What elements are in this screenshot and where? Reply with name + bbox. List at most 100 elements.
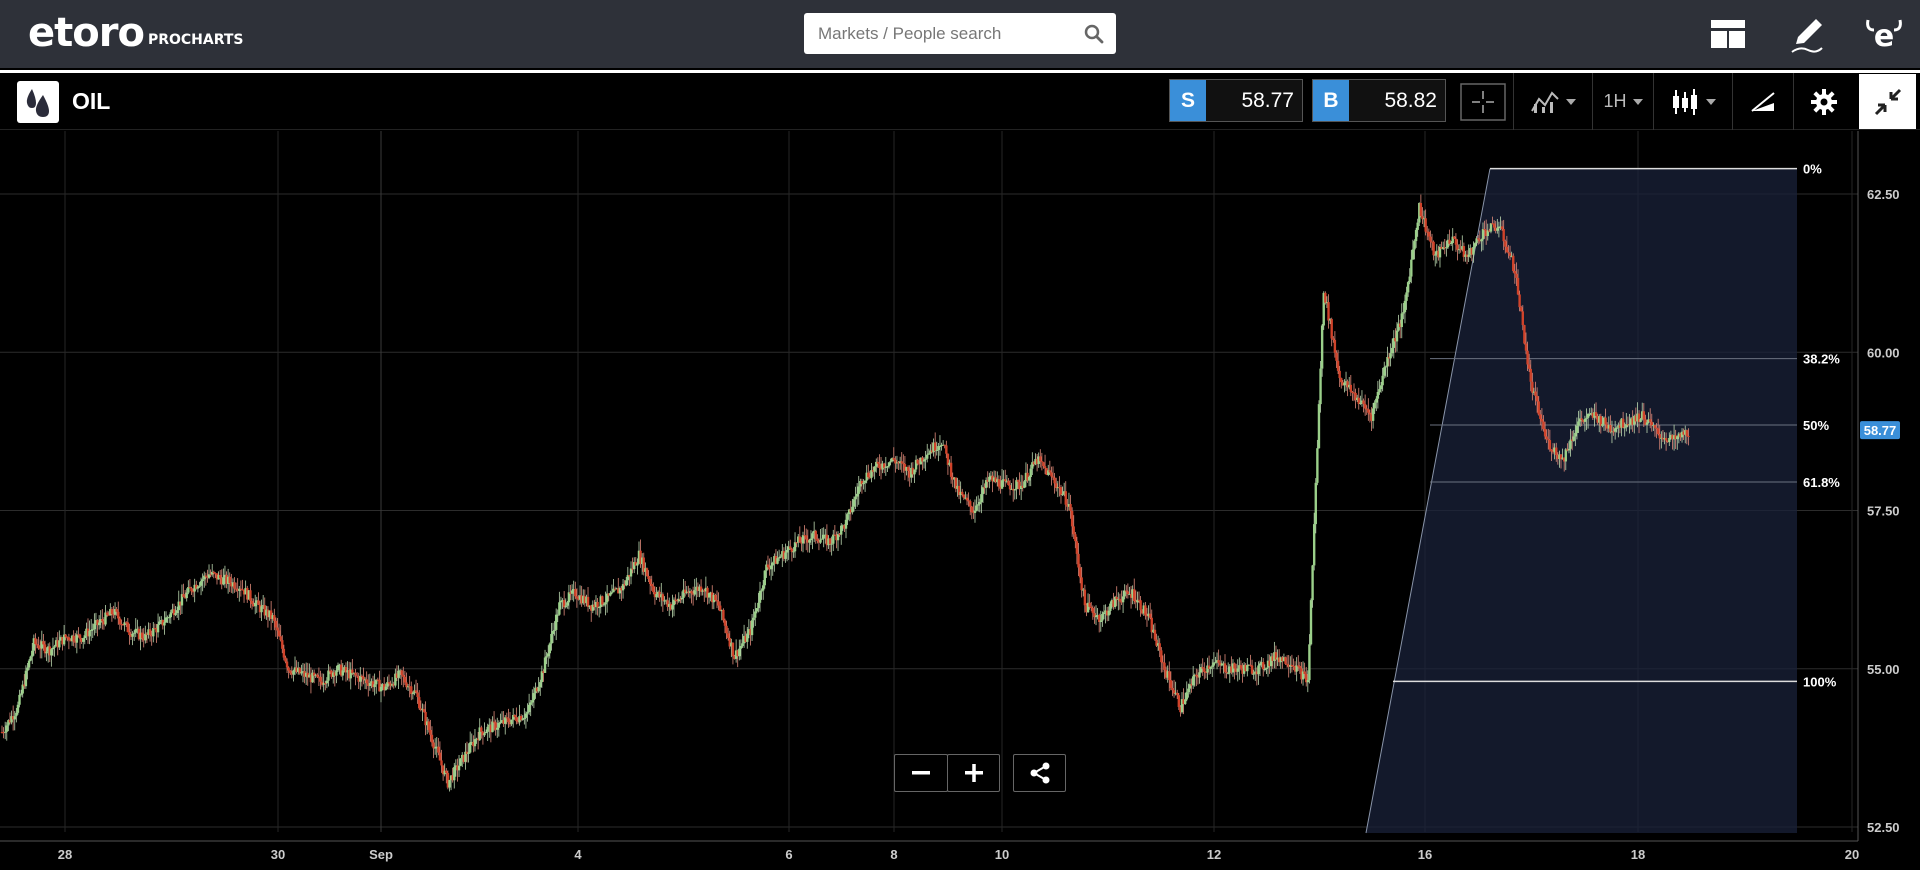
search-input[interactable] [818, 13, 1078, 54]
candle-body [631, 568, 634, 570]
layout-icon[interactable] [1706, 12, 1750, 56]
candle-body [652, 586, 655, 593]
candle-body [1574, 433, 1577, 437]
candle-body [840, 525, 843, 535]
candle-body [105, 612, 109, 615]
candle-body [1136, 599, 1139, 603]
candle-body [527, 704, 531, 713]
fib-level-label: 61.8% [1803, 475, 1840, 490]
candle-body [687, 591, 690, 593]
candle-body [422, 709, 426, 712]
candle-body [355, 675, 359, 677]
candle-body [1161, 662, 1165, 664]
candle-body [754, 611, 757, 618]
candle-body [34, 638, 37, 645]
share-button[interactable] [1013, 754, 1066, 792]
collapse-fullscreen-button[interactable] [1859, 74, 1916, 129]
candle-body [564, 605, 567, 608]
candle-body [83, 635, 87, 639]
candle-body [1510, 255, 1513, 257]
candle-body [1303, 671, 1306, 674]
candle-body [1639, 418, 1642, 422]
candle-body [752, 617, 755, 621]
candle-body [991, 475, 994, 482]
candle-body [352, 672, 356, 674]
gear-icon [1811, 88, 1837, 115]
candle-body [935, 449, 938, 451]
candle-body [1569, 439, 1572, 449]
zoom-in-button[interactable] [947, 754, 1000, 792]
candle-body [443, 770, 446, 775]
search-box[interactable] [804, 13, 1116, 54]
candle-body [1223, 663, 1227, 672]
candle-body [160, 620, 163, 622]
candle-body [763, 570, 766, 586]
price-chart[interactable]: 0% 38.2% 50% 61.8% 100% 62.50 60.00 57.50 55.00… [0, 131, 1920, 870]
candle-body [1212, 662, 1216, 666]
chart-type-dropdown[interactable] [1653, 73, 1732, 130]
candle-body [505, 717, 509, 719]
candle-body [1496, 228, 1499, 231]
candle-body [489, 724, 493, 733]
drawing-tools-button[interactable] [1732, 73, 1793, 130]
candle-body [225, 574, 228, 584]
candle-body [830, 543, 833, 545]
candle-body [803, 535, 806, 537]
crosshair-button[interactable] [1457, 73, 1509, 130]
candle-body [758, 590, 762, 603]
candle-body [438, 752, 442, 761]
candle-body [1389, 353, 1392, 359]
fibonacci-retracement[interactable]: 0% 38.2% 50% 61.8% 100% [1365, 162, 1840, 834]
candle-body [726, 633, 730, 639]
x-tick-label: 8 [890, 847, 897, 862]
candle-body [1305, 673, 1308, 683]
edit-pencil-icon[interactable] [1786, 12, 1830, 56]
x-tick-label: 18 [1631, 847, 1645, 862]
candle-body [1007, 480, 1010, 486]
candle-body [1058, 487, 1061, 489]
candle-body [609, 592, 612, 596]
candle-body [1322, 292, 1325, 326]
candle-body [1142, 605, 1145, 614]
candle-body [809, 538, 813, 541]
x-tick-label: 4 [574, 847, 582, 862]
etoro-logo[interactable]: etoro PROCHARTS [28, 10, 244, 56]
candle-body [451, 775, 454, 781]
candle-body [997, 479, 1001, 487]
candle-body [941, 444, 945, 446]
candle-body [1556, 455, 1560, 460]
candle-body [1462, 246, 1466, 257]
indicators-dropdown[interactable] [1513, 73, 1592, 130]
candle-body [633, 562, 636, 570]
candle-body [946, 453, 950, 465]
settings-button[interactable] [1793, 73, 1854, 130]
y-tick-label: 60.00 [1867, 345, 1900, 360]
candle-body [491, 721, 494, 733]
candle-body [15, 712, 18, 717]
candle-body [333, 672, 337, 676]
etoro-e-icon[interactable]: e [1862, 12, 1906, 56]
candle-body [432, 742, 435, 749]
candle-body [1203, 668, 1206, 672]
buy-button[interactable]: B 58.82 [1312, 79, 1446, 122]
candle-body [3, 731, 7, 733]
candle-body [599, 596, 602, 608]
candle-body [894, 459, 897, 464]
candle-body [1077, 553, 1080, 568]
candle-body [394, 673, 397, 686]
candle-body [1685, 430, 1689, 436]
candle-body [1443, 247, 1446, 249]
candle-body [11, 716, 15, 720]
zoom-out-button[interactable] [894, 754, 948, 792]
candle-body [478, 727, 481, 741]
candle-body [929, 450, 932, 454]
candle-body [1260, 662, 1263, 664]
timeframe-dropdown[interactable]: 1H [1592, 73, 1653, 130]
candle-body [1410, 259, 1413, 277]
candle-body [367, 683, 370, 686]
candle-body [475, 738, 478, 740]
search-icon[interactable] [1084, 24, 1104, 44]
candle-body [843, 525, 846, 529]
sell-button[interactable]: S 58.77 [1169, 79, 1303, 122]
candle-body [21, 684, 24, 694]
